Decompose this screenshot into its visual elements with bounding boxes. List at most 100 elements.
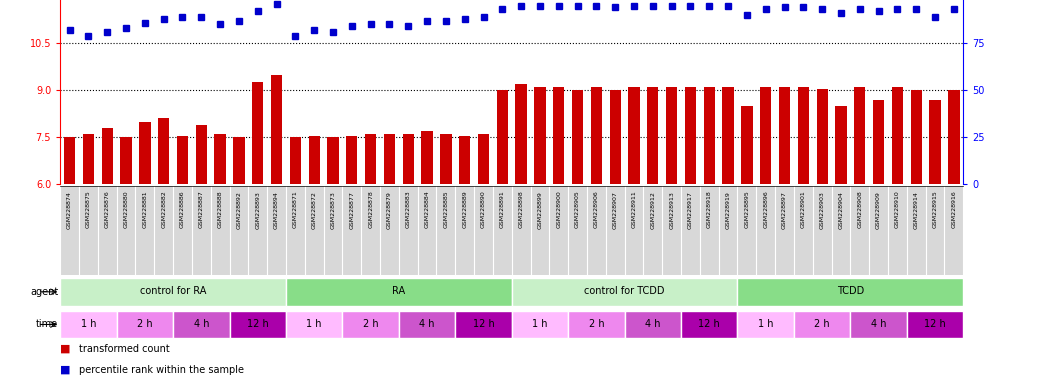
Bar (347, 136, 357, 184)
Text: ■: ■ (60, 365, 74, 375)
Text: GSM228909: GSM228909 (876, 191, 881, 228)
Bar (384, 134, 395, 184)
Bar (512, 311, 568, 338)
Text: GSM228892: GSM228892 (237, 191, 242, 228)
Bar (403, 134, 414, 184)
Text: agent: agent (30, 287, 58, 297)
Bar (892, 87, 903, 184)
Text: GSM228893: GSM228893 (255, 191, 261, 228)
Text: GSM228873: GSM228873 (330, 191, 335, 228)
Bar (327, 137, 338, 184)
Text: 12 h: 12 h (924, 319, 946, 329)
Bar (440, 134, 452, 184)
Text: GSM228911: GSM228911 (631, 191, 636, 228)
Bar (681, 311, 737, 338)
Text: GSM228912: GSM228912 (651, 191, 655, 228)
Text: 12 h: 12 h (247, 319, 269, 329)
Text: GSM228901: GSM228901 (801, 191, 805, 228)
Text: GSM228876: GSM228876 (105, 191, 110, 228)
Text: GSM228915: GSM228915 (932, 191, 937, 228)
Text: GSM228884: GSM228884 (425, 191, 430, 228)
Bar (907, 311, 963, 338)
Bar (215, 134, 225, 184)
Bar (116, 311, 173, 338)
Text: GSM228897: GSM228897 (782, 191, 787, 228)
Bar (60, 278, 285, 306)
Text: 2 h: 2 h (137, 319, 153, 329)
Text: ■: ■ (60, 344, 74, 354)
Text: GSM228898: GSM228898 (519, 191, 523, 228)
Bar (158, 118, 169, 184)
Text: GSM228888: GSM228888 (218, 191, 222, 228)
Bar (704, 87, 715, 184)
Text: GSM228875: GSM228875 (86, 191, 91, 228)
Bar (516, 84, 526, 184)
Bar (285, 311, 343, 338)
Bar (102, 128, 113, 184)
Text: GSM228899: GSM228899 (538, 191, 543, 228)
Bar (873, 100, 884, 184)
Bar (399, 311, 456, 338)
Bar (195, 125, 207, 184)
Bar (252, 83, 264, 184)
Text: GSM228874: GSM228874 (67, 191, 72, 228)
Text: 12 h: 12 h (472, 319, 494, 329)
Text: GSM228916: GSM228916 (952, 191, 956, 228)
Text: GSM228890: GSM228890 (481, 191, 486, 228)
Text: GSM228895: GSM228895 (744, 191, 749, 228)
Bar (778, 87, 790, 184)
Text: GSM228891: GSM228891 (500, 191, 504, 228)
Bar (628, 87, 639, 184)
Text: GSM228908: GSM228908 (857, 191, 863, 228)
Bar (910, 90, 922, 184)
Bar (647, 87, 658, 184)
Bar (459, 136, 470, 184)
Text: GSM228885: GSM228885 (443, 191, 448, 228)
Bar (234, 137, 245, 184)
Bar (139, 122, 151, 184)
Bar (553, 87, 565, 184)
Text: 12 h: 12 h (699, 319, 720, 329)
Bar (173, 311, 229, 338)
Bar (120, 137, 132, 184)
Text: GSM228871: GSM228871 (293, 191, 298, 228)
Text: percentile rank within the sample: percentile rank within the sample (79, 365, 244, 375)
Bar (60, 311, 116, 338)
Text: GSM228913: GSM228913 (670, 191, 674, 228)
Bar (929, 100, 940, 184)
Text: GSM228919: GSM228919 (726, 191, 731, 228)
Text: GSM228900: GSM228900 (556, 191, 562, 228)
Text: GSM228905: GSM228905 (575, 191, 580, 228)
Text: GSM228907: GSM228907 (612, 191, 618, 228)
Text: 1 h: 1 h (81, 319, 97, 329)
Bar (83, 134, 94, 184)
Bar (794, 311, 850, 338)
Bar (609, 90, 621, 184)
Text: GSM228889: GSM228889 (462, 191, 467, 228)
Bar (850, 311, 907, 338)
Bar (176, 136, 188, 184)
Text: GSM228880: GSM228880 (124, 191, 129, 228)
Bar (591, 87, 602, 184)
Bar (760, 87, 771, 184)
Bar (229, 311, 285, 338)
Bar (568, 311, 625, 338)
Bar (421, 131, 433, 184)
Text: 4 h: 4 h (645, 319, 660, 329)
Text: GSM228879: GSM228879 (387, 191, 392, 228)
Bar (797, 87, 809, 184)
Bar (477, 134, 489, 184)
Text: GSM228881: GSM228881 (142, 191, 147, 228)
Text: 1 h: 1 h (532, 319, 548, 329)
Text: TCDD: TCDD (837, 286, 864, 296)
Text: GSM228917: GSM228917 (688, 191, 693, 228)
Text: GSM228910: GSM228910 (895, 191, 900, 228)
Bar (666, 87, 677, 184)
Bar (271, 74, 282, 184)
Text: GSM228918: GSM228918 (707, 191, 712, 228)
Bar (625, 311, 681, 338)
Text: 4 h: 4 h (419, 319, 435, 329)
Bar (737, 311, 794, 338)
Text: GSM228896: GSM228896 (763, 191, 768, 228)
Text: 2 h: 2 h (363, 319, 379, 329)
